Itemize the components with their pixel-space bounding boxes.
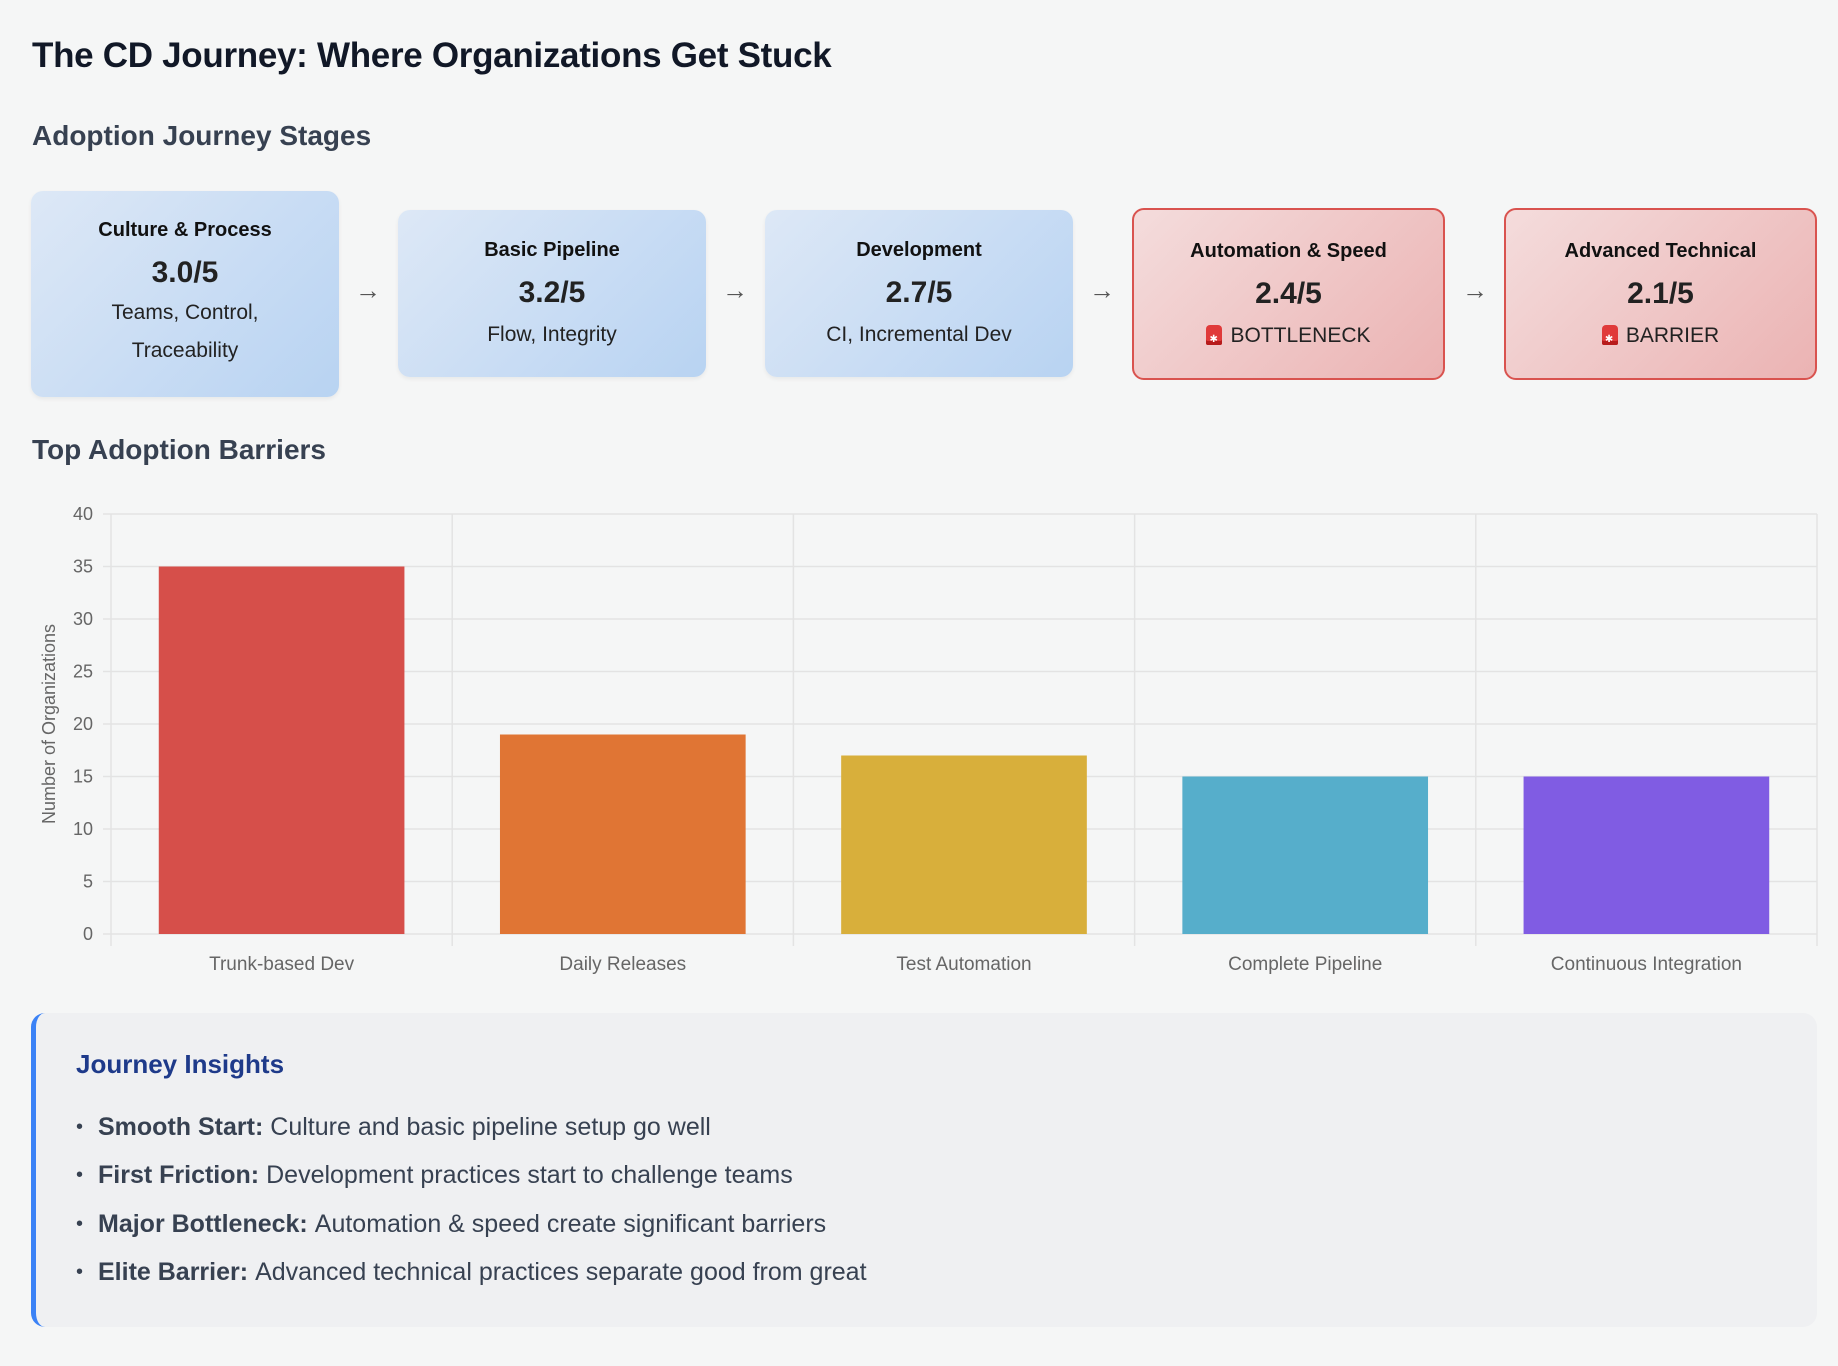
stage-status-label: BOTTLENECK [1230, 323, 1371, 347]
y-tick-label: 35 [73, 557, 93, 577]
insight-label: Smooth Start: [98, 1112, 264, 1141]
y-tick-label: 30 [73, 609, 93, 629]
insight-item: • Major Bottleneck: Automation & speed cre… [76, 1200, 867, 1249]
y-tick-label: 0 [83, 924, 93, 944]
stage-status: BARRIER [1601, 323, 1720, 353]
x-tick-label: Test Automation [896, 954, 1031, 975]
bar-daily-releases [499, 734, 746, 934]
stage-name: Automation & Speed [1190, 239, 1387, 262]
bar-trunk-based-dev [158, 566, 405, 934]
stage-name: Culture & Process [98, 218, 272, 241]
stage-card-culture: Culture & Process 3.0/5 Teams, Control, … [31, 191, 339, 397]
insights-title: Journey Insights [76, 1049, 285, 1079]
page-title: The CD Journey: Where Organizations Get … [32, 36, 832, 75]
stage-status: BOTTLENECK [1206, 323, 1371, 353]
journey-insights-panel: Journey Insights • Smooth Start: Culture a… [31, 1013, 1817, 1327]
barriers-bar-chart: 0 5 10 15 20 25 30 35 40 Trunk-based Dev Daily Rel… [39, 504, 1818, 975]
insight-label: Elite Barrier: [98, 1258, 249, 1287]
arrow-icon: → [1089, 275, 1115, 305]
insight-item: • First Friction: Development practices st… [76, 1152, 867, 1201]
insight-label: First Friction: [98, 1161, 260, 1190]
stage-score: 3.2/5 [518, 276, 586, 309]
insight-item: • Elite Barrier: Advanced technical practi… [76, 1249, 867, 1298]
stage-desc-line: Teams, Control, [111, 300, 259, 324]
bar-complete-pipeline [1182, 776, 1429, 934]
y-axis-label: Number of Organizations [39, 624, 59, 824]
stage-card-automation-speed: Automation & Speed 2.4/5 BOTTLENECK [1132, 208, 1445, 380]
stage-desc: Teams, Control, Traceability [111, 294, 258, 370]
bullet-icon: • [76, 1164, 84, 1187]
bar-continuous-integration [1523, 776, 1770, 934]
arrow-icon: → [722, 275, 748, 305]
police-light-icon [1601, 324, 1618, 353]
insights-list: • Smooth Start: Culture and basic pipeline… [76, 1103, 867, 1297]
x-tick-label: Trunk-based Dev [209, 954, 355, 975]
stage-card-advanced-technical: Advanced Technical 2.1/5 BARRIER [1504, 208, 1817, 380]
stage-status-label: BARRIER [1625, 323, 1720, 347]
y-tick-label: 25 [73, 662, 93, 682]
stage-score: 2.1/5 [1627, 276, 1694, 310]
police-light-icon [1206, 324, 1223, 353]
stage-card-basic-pipeline: Basic Pipeline 3.2/5 Flow, Integrity [398, 210, 706, 377]
stage-score: 2.4/5 [1255, 276, 1322, 310]
stage-score: 2.7/5 [885, 276, 953, 309]
insight-label: Major Bottleneck: [98, 1209, 308, 1238]
arrow-icon: → [1462, 275, 1488, 305]
insight-text: Development practices start to challenge… [266, 1161, 793, 1190]
y-tick-label: 5 [83, 872, 93, 892]
stage-score: 3.0/5 [151, 255, 219, 289]
y-tick-label: 15 [73, 767, 93, 787]
y-tick-label: 10 [73, 819, 93, 839]
bullet-icon: • [76, 1261, 84, 1284]
insight-text: Automation & speed create significant ba… [314, 1209, 827, 1238]
y-tick-label: 40 [73, 504, 93, 524]
arrow-icon: → [355, 275, 381, 305]
bullet-icon: • [76, 1115, 84, 1138]
x-tick-label: Daily Releases [559, 954, 686, 975]
x-tick-label: Continuous Integration [1551, 954, 1742, 975]
barriers-heading: Top Adoption Barriers [32, 434, 326, 465]
bar-test-automation [841, 755, 1087, 934]
stage-desc: Flow, Integrity [487, 323, 617, 346]
y-tick-label: 20 [73, 714, 93, 734]
x-tick-label: Complete Pipeline [1228, 954, 1382, 975]
stage-desc: CI, Incremental Dev [826, 323, 1012, 346]
stages-heading: Adoption Journey Stages [32, 120, 372, 151]
stage-card-development: Development 2.7/5 CI, Incremental Dev [765, 210, 1073, 377]
stage-desc-line: Traceability [131, 338, 239, 362]
bullet-icon: • [76, 1212, 84, 1235]
stage-name: Basic Pipeline [484, 239, 620, 261]
stage-name: Development [856, 239, 982, 261]
insight-item: • Smooth Start: Culture and basic pipeline… [76, 1103, 867, 1152]
insight-text: Advanced technical practices separate go… [255, 1258, 867, 1287]
insight-text: Culture and basic pipeline setup go well [270, 1112, 711, 1141]
stage-name: Advanced Technical [1564, 239, 1757, 262]
